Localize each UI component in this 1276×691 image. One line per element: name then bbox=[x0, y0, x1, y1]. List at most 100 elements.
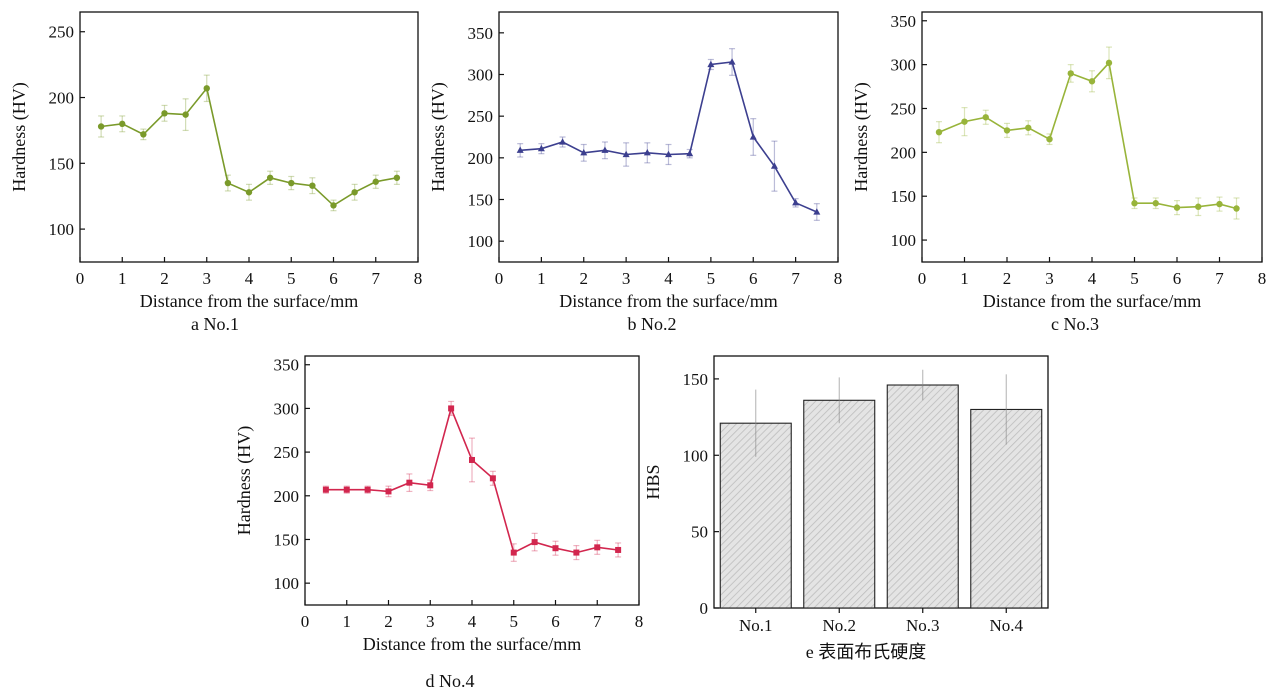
data-point bbox=[594, 544, 601, 551]
y-tick-label: 300 bbox=[274, 399, 300, 418]
data-point bbox=[792, 199, 800, 206]
y-tick-label: 250 bbox=[891, 99, 917, 118]
y-axis-label: Hardness (HV) bbox=[9, 82, 30, 191]
x-tick-label: 7 bbox=[593, 612, 602, 631]
panel-e: 0 50 100 150 HBS No.1 No.2 No.3 No.4 e 表面布氏硬度 bbox=[643, 355, 1049, 662]
x-tick-label: 8 bbox=[1258, 269, 1267, 288]
x-tick-label: 0 bbox=[76, 269, 85, 288]
y-axis-label: Hardness (HV) bbox=[234, 426, 255, 535]
y-tick-label: 250 bbox=[274, 443, 300, 462]
data-point bbox=[580, 149, 588, 156]
data-point bbox=[1025, 124, 1032, 131]
data-point bbox=[982, 114, 989, 121]
plot-frame bbox=[713, 355, 1049, 609]
x-axis-label: Distance from the surface/mm bbox=[983, 291, 1201, 311]
data-point bbox=[309, 182, 316, 189]
x-tick-label: 4 bbox=[245, 269, 254, 288]
x-tick-label: No.3 bbox=[906, 616, 940, 635]
x-tick-label: 8 bbox=[414, 269, 423, 288]
data-point bbox=[1003, 127, 1011, 134]
data-point bbox=[469, 456, 475, 463]
y-tick-label: 150 bbox=[274, 530, 300, 549]
data-point bbox=[330, 202, 337, 209]
data-point bbox=[510, 549, 517, 556]
y-tick-label: 200 bbox=[891, 143, 917, 162]
x-axis-label: Distance from the surface/mm bbox=[363, 634, 581, 654]
data-point bbox=[288, 179, 295, 187]
y-tick-label: 150 bbox=[891, 187, 917, 206]
data-point bbox=[1105, 59, 1113, 67]
data-point bbox=[448, 405, 455, 412]
x-tick-label: 8 bbox=[834, 269, 843, 288]
data-point bbox=[343, 486, 350, 493]
data-point bbox=[161, 110, 168, 117]
y-tick-label: 50 bbox=[691, 523, 708, 542]
data-point bbox=[935, 128, 943, 136]
x-tick-label: 1 bbox=[343, 612, 352, 631]
data-point bbox=[364, 486, 371, 493]
panel-a: 100 150 200 250 Hardness (HV) 0 1 2 3 4 5 6 7 8 Distan… bbox=[9, 11, 423, 334]
data-point bbox=[707, 60, 715, 68]
y-tick-label: 100 bbox=[891, 231, 917, 250]
panel-b: 100 150 200 250 300 350 Hardness (HV) 0 1 2 3 4 5 6 7 8… bbox=[428, 11, 843, 334]
x-tick-label: 0 bbox=[918, 269, 927, 288]
x-tick-label: 7 bbox=[1215, 269, 1224, 288]
data-point bbox=[372, 178, 379, 185]
y-tick-label: 150 bbox=[49, 154, 75, 173]
x-tick-label: 2 bbox=[1003, 269, 1012, 288]
data-point bbox=[559, 138, 567, 145]
y-tick-label: 0 bbox=[700, 599, 709, 618]
data-point bbox=[1216, 200, 1223, 208]
data-point bbox=[182, 111, 189, 118]
y-tick-label: 350 bbox=[891, 12, 917, 31]
data-point bbox=[686, 149, 694, 157]
data-point bbox=[266, 174, 274, 181]
data-point bbox=[489, 475, 496, 482]
x-tick-label: 0 bbox=[495, 269, 504, 288]
x-tick-label: 6 bbox=[749, 269, 758, 288]
x-tick-label: 2 bbox=[160, 269, 169, 288]
data-point bbox=[1152, 200, 1159, 207]
data-point bbox=[643, 149, 651, 156]
x-tick-label: 2 bbox=[384, 612, 393, 631]
x-tick-label: 7 bbox=[372, 269, 381, 288]
data-point bbox=[1067, 70, 1074, 77]
data-point bbox=[406, 479, 413, 486]
data-point bbox=[749, 133, 757, 140]
y-tick-label: 200 bbox=[274, 487, 300, 506]
data-point bbox=[665, 150, 672, 158]
y-tick-label: 250 bbox=[468, 107, 494, 126]
panel-c: 100 150 200 250 300 350 Hardness (HV) 0 1 2 3 4 5 6 7 8… bbox=[851, 11, 1267, 334]
panel-d: 100 150 200 250 300 350 Hardness (HV) 0 1 2 3 4 5 6 7 8… bbox=[234, 355, 644, 691]
plot-frame bbox=[498, 11, 839, 263]
data-point bbox=[813, 208, 821, 215]
data-point bbox=[622, 150, 630, 158]
x-tick-label: 8 bbox=[635, 612, 644, 631]
x-tick-label: No.1 bbox=[739, 616, 773, 635]
y-axis-label: Hardness (HV) bbox=[851, 82, 872, 191]
data-point bbox=[1131, 200, 1138, 207]
y-tick-label: 250 bbox=[49, 23, 75, 42]
x-tick-label: 6 bbox=[329, 269, 338, 288]
data-point bbox=[245, 189, 253, 196]
x-tick-label: 4 bbox=[1088, 269, 1097, 288]
data-point bbox=[97, 123, 105, 130]
x-tick-label: 3 bbox=[426, 612, 435, 631]
series-line bbox=[938, 61, 1237, 210]
x-tick-label: 5 bbox=[510, 612, 519, 631]
panel-caption: a No.1 bbox=[191, 314, 239, 334]
data-point bbox=[119, 120, 126, 128]
x-tick-label: 5 bbox=[1130, 269, 1139, 288]
x-tick-label: 1 bbox=[118, 269, 127, 288]
plot-frame bbox=[921, 11, 1263, 263]
plot-frame bbox=[79, 11, 419, 263]
data-point bbox=[531, 539, 538, 546]
x-tick-label: 6 bbox=[1173, 269, 1182, 288]
data-point bbox=[393, 174, 401, 181]
y-tick-label: 100 bbox=[49, 220, 75, 239]
x-tick-label: 0 bbox=[301, 612, 310, 631]
bar bbox=[803, 399, 876, 609]
data-point bbox=[322, 486, 329, 493]
y-tick-label: 300 bbox=[891, 56, 917, 75]
